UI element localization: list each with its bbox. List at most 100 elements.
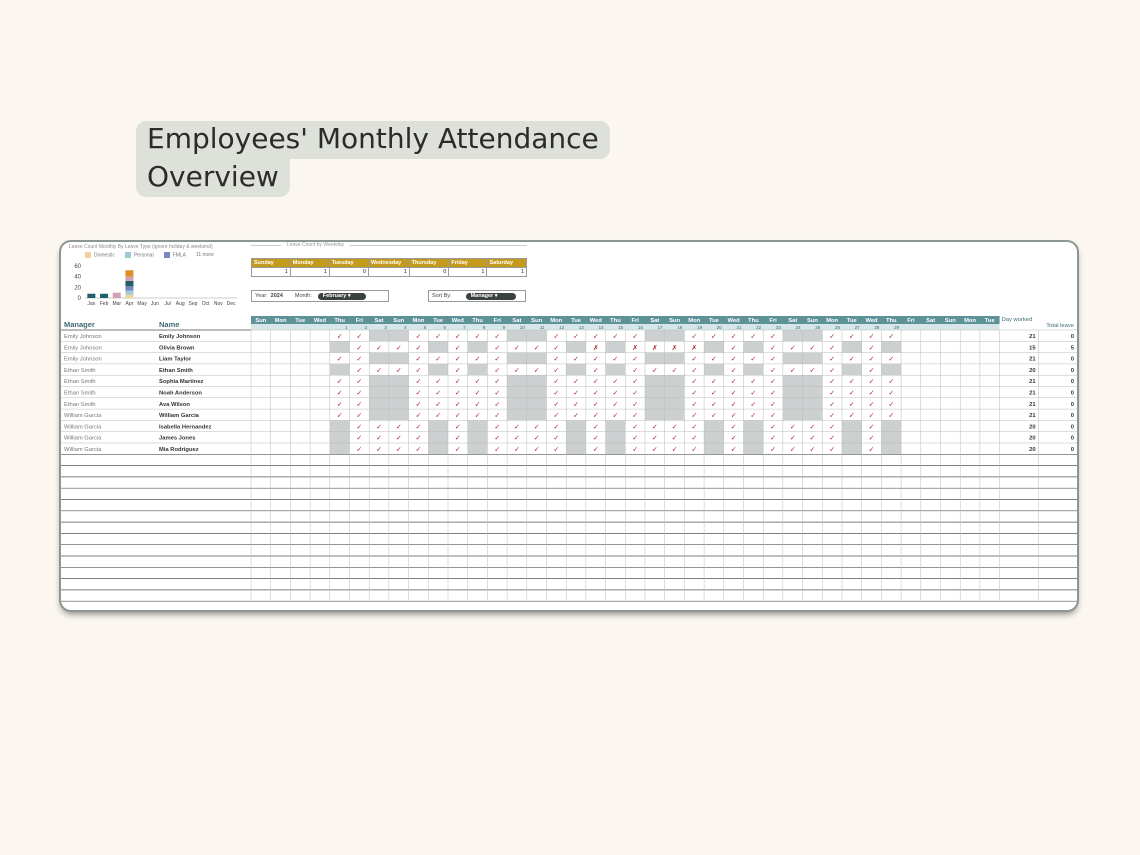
table-row[interactable]: Ethan Smith Ava Wilson ✓ ✓ ✓ ✓ ✓ ✓ ✓ ✓ ✓ ✓ ✓ ✓ ✓ ✓ ✓ ✓ ✓ ✓ ✓… (64, 397, 1074, 410)
attendance-check[interactable]: ✓ (356, 389, 362, 397)
attendance-check[interactable]: ✓ (416, 412, 422, 420)
attendance-check[interactable]: ✓ (337, 400, 343, 408)
off-day-cell[interactable] (467, 341, 488, 353)
attendance-check[interactable]: ✓ (534, 423, 540, 431)
attendance-check[interactable]: ✓ (455, 333, 461, 341)
attendance-check[interactable]: ✓ (534, 446, 540, 454)
attendance-check[interactable]: ✓ (750, 355, 756, 363)
attendance-check[interactable]: ✓ (869, 333, 875, 341)
attendance-check[interactable]: ✓ (810, 423, 816, 431)
off-day-cell[interactable] (428, 443, 448, 455)
attendance-check[interactable]: ✓ (455, 389, 461, 397)
attendance-check[interactable]: ✓ (455, 366, 461, 374)
off-day-cell[interactable] (566, 341, 586, 353)
attendance-check[interactable]: ✓ (356, 378, 362, 386)
attendance-check[interactable]: ✓ (475, 412, 481, 420)
attendance-check[interactable]: ✓ (770, 355, 776, 363)
attendance-check[interactable]: ✓ (691, 400, 697, 408)
attendance-check[interactable]: ✓ (849, 378, 855, 386)
attendance-check[interactable]: ✓ (435, 378, 441, 386)
table-row[interactable]: Ethan Smith Ethan Smith ✓ ✓ ✓ ✓ ✓ ✓ ✓ ✓ ✓ ✓ ✓ ✓ ✓ ✓ ✓ ✓ ✓ ✓… (64, 363, 1074, 376)
attendance-check[interactable]: ✓ (514, 344, 520, 352)
off-day-cell[interactable] (329, 420, 350, 432)
attendance-check[interactable]: ✓ (356, 366, 362, 374)
table-row[interactable]: William Garcia Mia Rodriguez ✓ ✓ ✓ ✓ ✓ ✓ ✓ ✓ ✓ ✓ ✓ ✓ ✓… (64, 443, 1074, 455)
off-day-cell[interactable] (782, 409, 803, 421)
attendance-check[interactable]: ✓ (652, 423, 658, 431)
off-day-cell[interactable] (605, 341, 626, 353)
attendance-check[interactable]: ✓ (416, 423, 422, 431)
attendance-check[interactable]: ✓ (435, 400, 441, 408)
table-row[interactable]: Ethan Smith Sophia Martinez ✓ ✓ ✓ ✓ ✓ ✓ ✓ ✓ ✓ ✓ ✓ ✓ ✓ ✓… (64, 375, 1074, 387)
attendance-check[interactable]: ✓ (494, 378, 500, 386)
attendance-check[interactable]: ✓ (396, 366, 402, 374)
absence-mark[interactable]: ✗ (632, 344, 638, 352)
attendance-check[interactable]: ✓ (829, 378, 835, 386)
attendance-check[interactable]: ✓ (711, 378, 717, 386)
off-day-cell[interactable] (782, 397, 803, 410)
attendance-check[interactable]: ✓ (869, 412, 875, 420)
attendance-check[interactable]: ✓ (731, 378, 737, 386)
off-day-cell[interactable] (704, 363, 724, 376)
off-day-cell[interactable] (842, 420, 862, 432)
off-day-cell[interactable] (526, 386, 547, 398)
off-day-cell[interactable] (664, 409, 685, 421)
off-day-cell[interactable] (802, 397, 823, 410)
attendance-check[interactable]: ✓ (731, 366, 737, 374)
table-row[interactable]: Emily Johnson Emily Johnson ✓ ✓ ✓ ✓ ✓ ✓ ✓ ✓ ✓ ✓ ✓ ✓ ✓ ✓… (64, 330, 1074, 342)
attendance-check[interactable]: ✓ (790, 423, 796, 431)
attendance-check[interactable]: ✓ (534, 344, 540, 352)
attendance-check[interactable]: ✓ (770, 400, 776, 408)
off-day-cell[interactable] (881, 443, 902, 455)
off-day-cell[interactable] (388, 386, 409, 398)
attendance-check[interactable]: ✓ (731, 400, 737, 408)
attendance-check[interactable]: ✓ (475, 333, 481, 341)
off-day-cell[interactable] (664, 352, 685, 364)
attendance-check[interactable]: ✓ (593, 378, 599, 386)
attendance-check[interactable]: ✓ (337, 412, 343, 420)
off-day-cell[interactable] (842, 363, 862, 376)
attendance-check[interactable]: ✓ (475, 400, 481, 408)
attendance-check[interactable]: ✓ (475, 378, 481, 386)
attendance-check[interactable]: ✓ (869, 366, 875, 374)
attendance-check[interactable]: ✓ (396, 344, 402, 352)
attendance-check[interactable]: ✓ (593, 412, 599, 420)
attendance-check[interactable]: ✓ (396, 446, 402, 454)
off-day-cell[interactable] (802, 330, 823, 342)
attendance-check[interactable]: ✓ (770, 389, 776, 397)
off-day-cell[interactable] (664, 330, 685, 342)
off-day-cell[interactable] (566, 363, 586, 376)
attendance-check[interactable]: ✓ (711, 400, 717, 408)
attendance-check[interactable]: ✓ (869, 446, 875, 454)
attendance-check[interactable]: ✓ (613, 378, 619, 386)
attendance-check[interactable]: ✓ (632, 389, 638, 397)
attendance-check[interactable]: ✓ (691, 333, 697, 341)
attendance-check[interactable]: ✓ (416, 355, 422, 363)
attendance-check[interactable]: ✓ (888, 389, 894, 397)
attendance-check[interactable]: ✓ (435, 355, 441, 363)
absence-mark[interactable]: ✗ (593, 344, 599, 352)
off-day-cell[interactable] (507, 352, 527, 364)
off-day-cell[interactable] (704, 341, 724, 353)
attendance-check[interactable]: ✓ (750, 333, 756, 341)
attendance-check[interactable]: ✓ (455, 446, 461, 454)
attendance-check[interactable]: ✓ (337, 355, 343, 363)
attendance-check[interactable]: ✓ (711, 389, 717, 397)
off-day-cell[interactable] (507, 397, 527, 410)
off-day-cell[interactable] (605, 363, 626, 376)
attendance-check[interactable]: ✓ (455, 378, 461, 386)
attendance-check[interactable]: ✓ (869, 423, 875, 431)
attendance-check[interactable]: ✓ (396, 434, 402, 442)
off-day-cell[interactable] (388, 397, 409, 410)
off-day-cell[interactable] (388, 375, 409, 387)
attendance-check[interactable]: ✓ (494, 366, 500, 374)
attendance-check[interactable]: ✓ (613, 333, 619, 341)
attendance-check[interactable]: ✓ (356, 446, 362, 454)
attendance-check[interactable]: ✓ (652, 446, 658, 454)
attendance-check[interactable]: ✓ (494, 333, 500, 341)
attendance-check[interactable]: ✓ (829, 434, 835, 442)
attendance-check[interactable]: ✓ (770, 378, 776, 386)
attendance-check[interactable]: ✓ (731, 355, 737, 363)
off-day-cell[interactable] (782, 375, 803, 387)
attendance-check[interactable]: ✓ (376, 434, 382, 442)
